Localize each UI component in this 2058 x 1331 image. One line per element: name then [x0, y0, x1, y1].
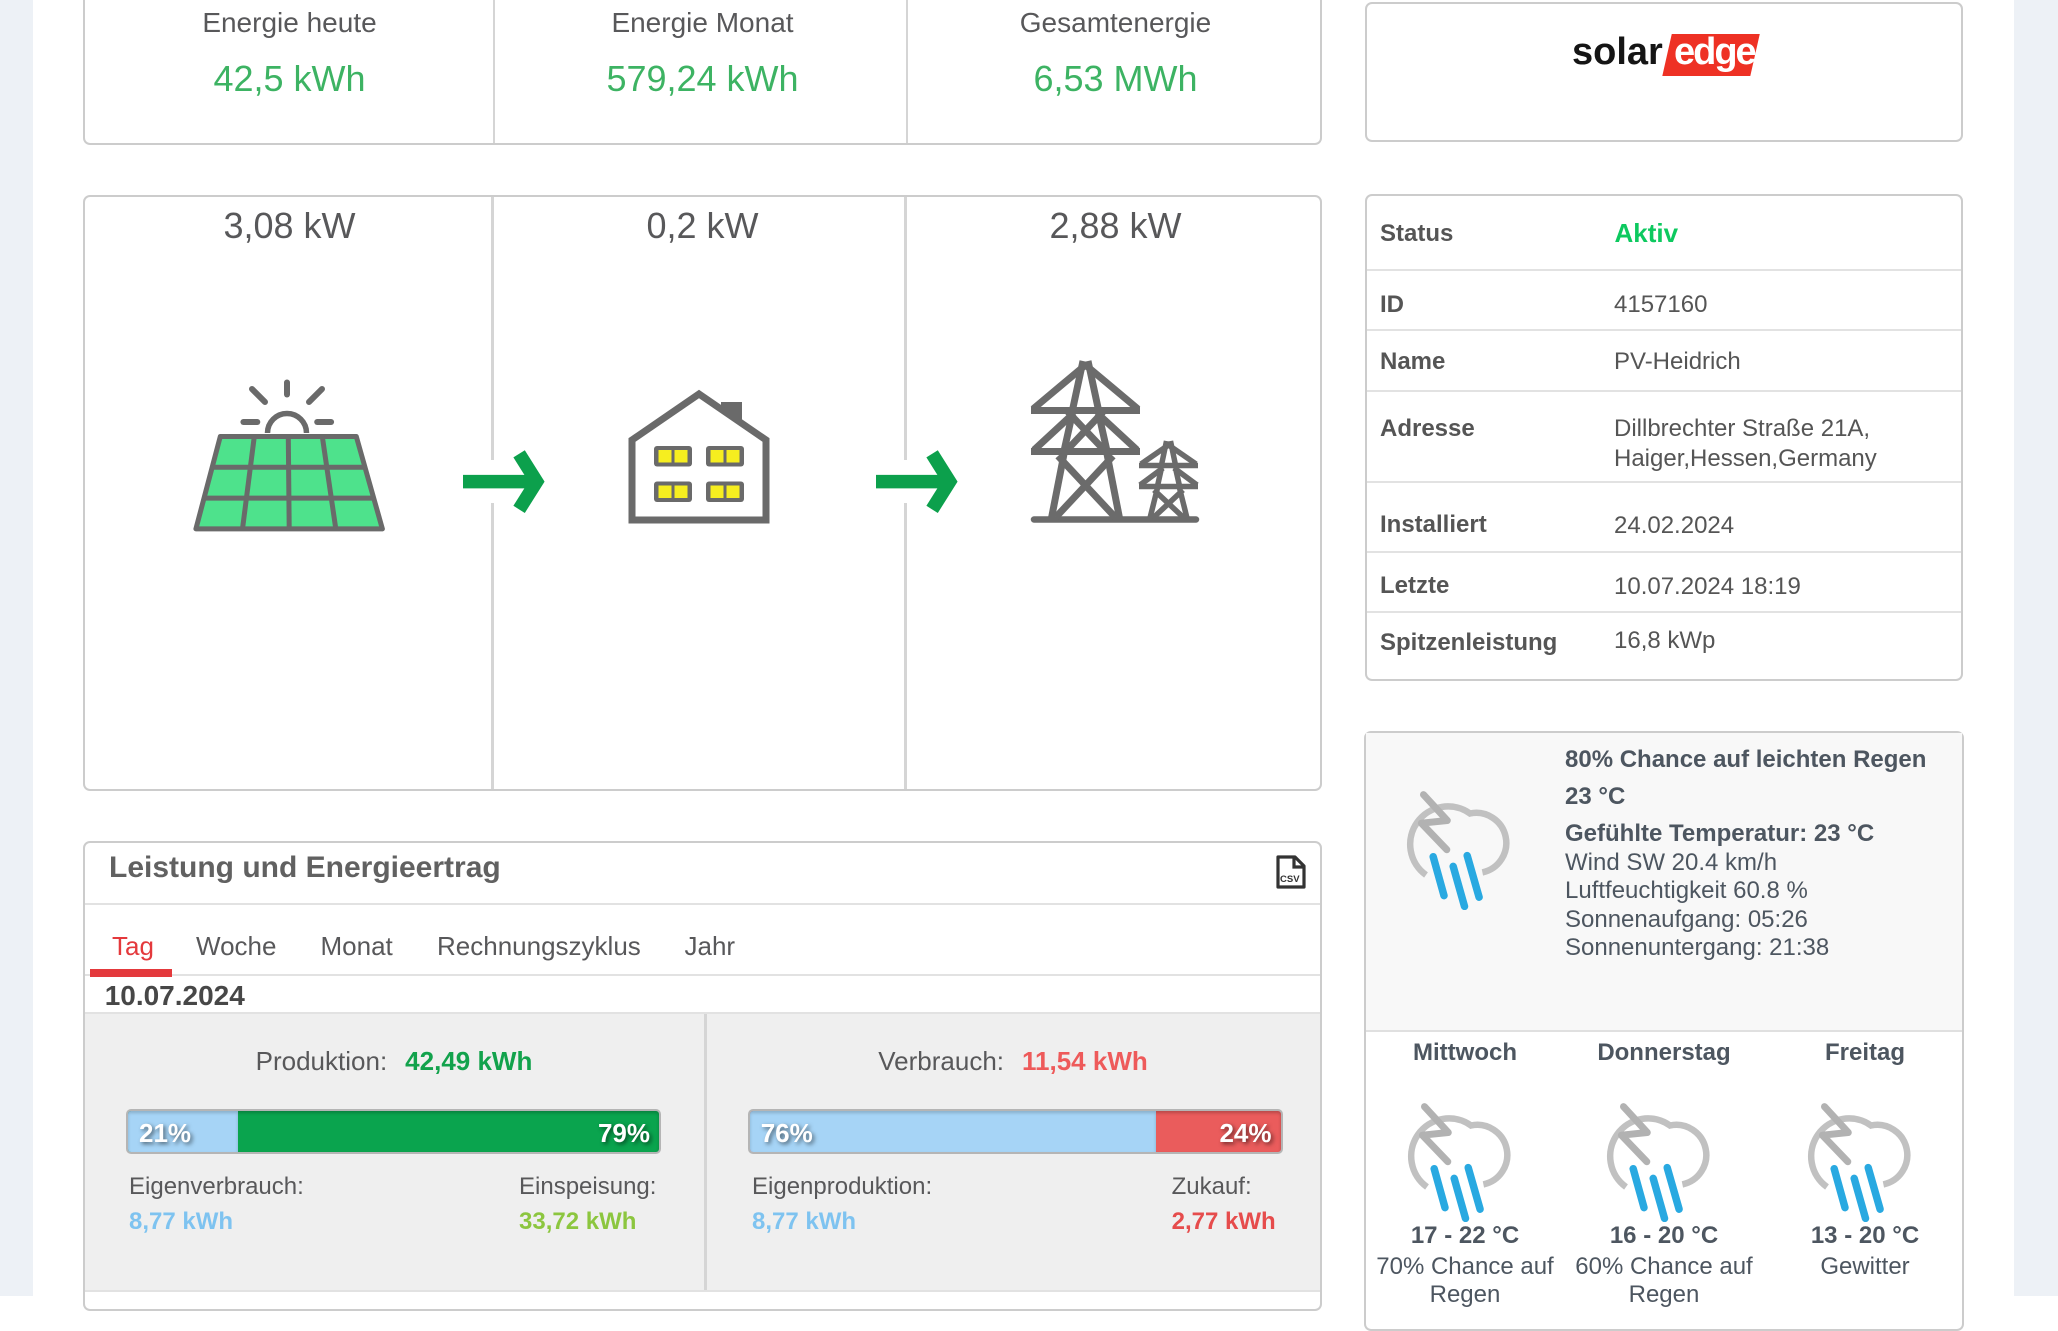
svg-text:CSV: CSV: [1280, 874, 1300, 885]
